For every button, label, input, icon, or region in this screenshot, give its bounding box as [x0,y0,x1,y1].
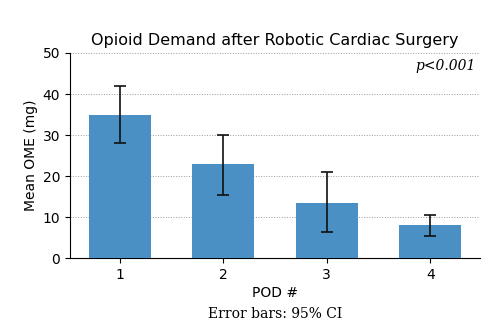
Y-axis label: Mean OME (mg): Mean OME (mg) [24,100,38,211]
Bar [296,203,358,258]
Bar [399,225,462,258]
Title: Opioid Demand after Robotic Cardiac Surgery: Opioid Demand after Robotic Cardiac Surg… [91,33,459,48]
Text: Error bars: 95% CI: Error bars: 95% CI [208,307,342,321]
Text: p<0.001: p<0.001 [416,59,476,73]
X-axis label: POD #: POD # [252,286,298,300]
Bar [88,115,151,258]
Bar [192,164,254,258]
